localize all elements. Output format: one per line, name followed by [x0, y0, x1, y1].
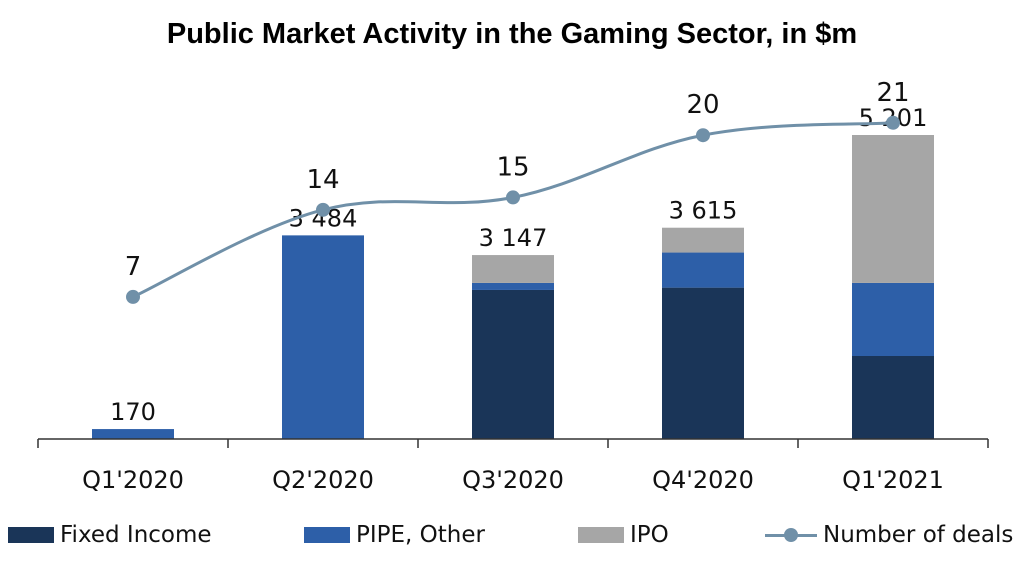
- deals-point: [696, 128, 710, 143]
- bar-ipo-2: [472, 255, 554, 283]
- bar-fixed-income-4: [852, 356, 934, 439]
- bar-pipe-other-1: [282, 235, 364, 439]
- x-tick-label: Q1'2020: [82, 466, 184, 494]
- legend-label-pipe-other: PIPE, Other: [356, 522, 485, 548]
- x-tick-label: Q2'2020: [272, 466, 374, 494]
- chart-title: Public Market Activity in the Gaming Sec…: [166, 18, 858, 50]
- deals-label: 14: [306, 165, 339, 195]
- x-tick-label: Q3'2020: [462, 466, 564, 494]
- legend-swatch-number-of-deals: [765, 527, 817, 543]
- bar-ipo-3: [662, 227, 744, 253]
- total-label: 170: [110, 398, 156, 426]
- bar-pipe-other-0: [92, 429, 174, 439]
- legend-swatch-fixed-income: [8, 527, 54, 543]
- deals-point: [126, 289, 140, 304]
- x-tick-label: Q1'2021: [842, 466, 944, 494]
- total-label: 3 147: [479, 224, 548, 252]
- bar-pipe-other-4: [852, 282, 934, 357]
- legend-label-fixed-income: Fixed Income: [60, 522, 212, 548]
- deals-point: [886, 115, 900, 130]
- bar-fixed-income-3: [662, 287, 744, 439]
- legend-swatch-pipe-other: [304, 527, 350, 543]
- legend-item-fixed-income: Fixed Income: [8, 515, 212, 555]
- deals-label: 7: [125, 252, 142, 282]
- legend-swatch-ipo: [578, 527, 624, 543]
- bar-pipe-other-3: [662, 252, 744, 288]
- deals-label: 21: [876, 78, 909, 108]
- total-label: 3 615: [669, 197, 738, 225]
- legend-label-number-of-deals: Number of deals: [823, 522, 1014, 548]
- deals-label: 15: [496, 152, 529, 182]
- deals-label: 20: [686, 90, 719, 120]
- legend-item-pipe-other: PIPE, Other: [304, 515, 485, 555]
- bar-pipe-other-2: [472, 282, 554, 290]
- legend-label-ipo: IPO: [630, 522, 669, 548]
- bar-ipo-4: [852, 135, 934, 283]
- bar-fixed-income-2: [472, 289, 554, 439]
- legend-item-ipo: IPO: [578, 515, 669, 555]
- chart-legend: Fixed Income PIPE, Other IPO Number of d…: [0, 515, 1024, 555]
- x-tick-label: Q4'2020: [652, 466, 754, 494]
- legend-item-number-of-deals: Number of deals: [765, 515, 1013, 555]
- deals-point: [316, 202, 330, 217]
- deals-point: [506, 190, 520, 205]
